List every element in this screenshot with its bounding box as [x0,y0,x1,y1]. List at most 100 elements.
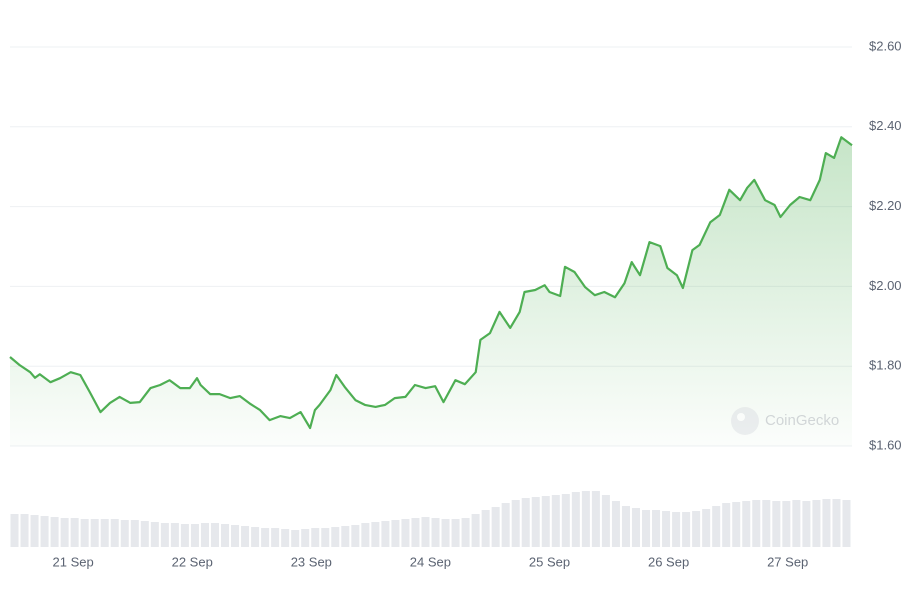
price-line [9,136,853,430]
volume-bar [591,491,600,547]
volume-bar [461,518,470,547]
volume-bar [702,509,711,547]
x-tick-label: 21 Sep [53,554,94,569]
volume-bar [421,517,430,547]
volume-bar [221,524,230,547]
volume-bar [411,518,420,547]
volume-bar [672,512,681,547]
volume-bar [832,499,841,547]
volume-bar [802,501,811,547]
volume-bar [120,520,129,547]
volume-bar [822,499,831,547]
volume-bar [130,520,139,547]
volume-bar [621,506,630,547]
volume-bar [491,507,500,547]
x-tick-label: 22 Sep [172,554,213,569]
volume-bar [441,519,450,547]
volume-bar [371,522,380,547]
volume-bar [471,514,480,547]
volume-bar [601,495,610,547]
volume-bar [341,526,350,547]
x-tick-label: 25 Sep [529,554,570,569]
volume-bar [351,525,360,547]
y-tick-label: $1.80 [869,358,902,373]
area [10,137,852,446]
volume-bar [50,517,59,547]
volume-bar [792,500,801,547]
volume-bar [531,497,540,547]
volume-bar [732,502,741,547]
volume-bar [40,516,49,547]
volume-bar [521,498,530,547]
volume-bar [70,518,79,547]
volume-bar [571,492,580,547]
volume-bar [581,491,590,547]
volume-bar [631,508,640,547]
volume-bar [311,528,320,547]
volume-bar [642,510,651,547]
volume-bar [541,496,550,547]
volume-bar [251,527,260,547]
y-tick-label: $1.60 [869,437,902,452]
volume-bar [812,500,821,547]
volume-bar [20,514,29,547]
watermark-text: CoinGecko [765,412,839,429]
volume-bar [662,511,671,547]
y-tick-label: $2.40 [869,118,902,133]
volume-bar [281,529,290,547]
watermark-logo [731,407,759,435]
volume-bar [180,524,189,547]
volume-bar [200,523,209,547]
volume-bar [782,501,791,547]
volume-bar [100,519,109,547]
y-tick-label: $2.00 [869,278,902,293]
watermark-logo-eye [737,413,745,421]
volume-bar [401,519,410,547]
volume-bar [80,519,89,547]
volume-bar [451,519,460,547]
volume-bar [692,511,701,547]
volume-bar [210,523,219,547]
volume-bar [742,501,751,547]
x-tick-label: 27 Sep [767,554,808,569]
volume-bar [511,500,520,547]
volume-bar [140,521,149,547]
volume-bar [150,522,159,547]
volume-bar [170,523,179,547]
volume-bar [110,519,119,547]
volume-bar [30,515,39,547]
volume-bar [772,501,781,547]
watermark: CoinGecko [731,407,839,435]
volume-bar [301,529,310,547]
volume-bar [361,523,370,547]
volume-bar [10,514,19,547]
volume-bar [722,503,731,547]
volume-bar [842,500,851,547]
volume-bar [90,519,99,547]
volume-bar [381,521,390,547]
volume-bar [190,524,199,547]
volume-bar [682,512,691,547]
volume-bar [712,506,721,547]
volume-bar [261,528,270,547]
x-tick-label: 24 Sep [410,554,451,569]
volume-bar [481,510,490,547]
volume-bar [331,527,340,547]
volume-bar [611,501,620,547]
y-tick-label: $2.60 [869,38,902,53]
x-tick-label: 26 Sep [648,554,689,569]
volume-bar [231,525,240,547]
volume-bar [271,528,280,547]
volume-bar [752,500,761,547]
x-tick-label: 23 Sep [291,554,332,569]
volume-bar [241,526,250,547]
volume-bar [160,523,169,547]
volume-bar [561,494,570,547]
volume-bar [652,510,661,547]
volume-bar [551,495,560,547]
volume-bar [501,503,510,547]
volume-bar [391,520,400,547]
volume-bar [321,528,330,547]
y-tick-label: $2.20 [869,198,902,213]
